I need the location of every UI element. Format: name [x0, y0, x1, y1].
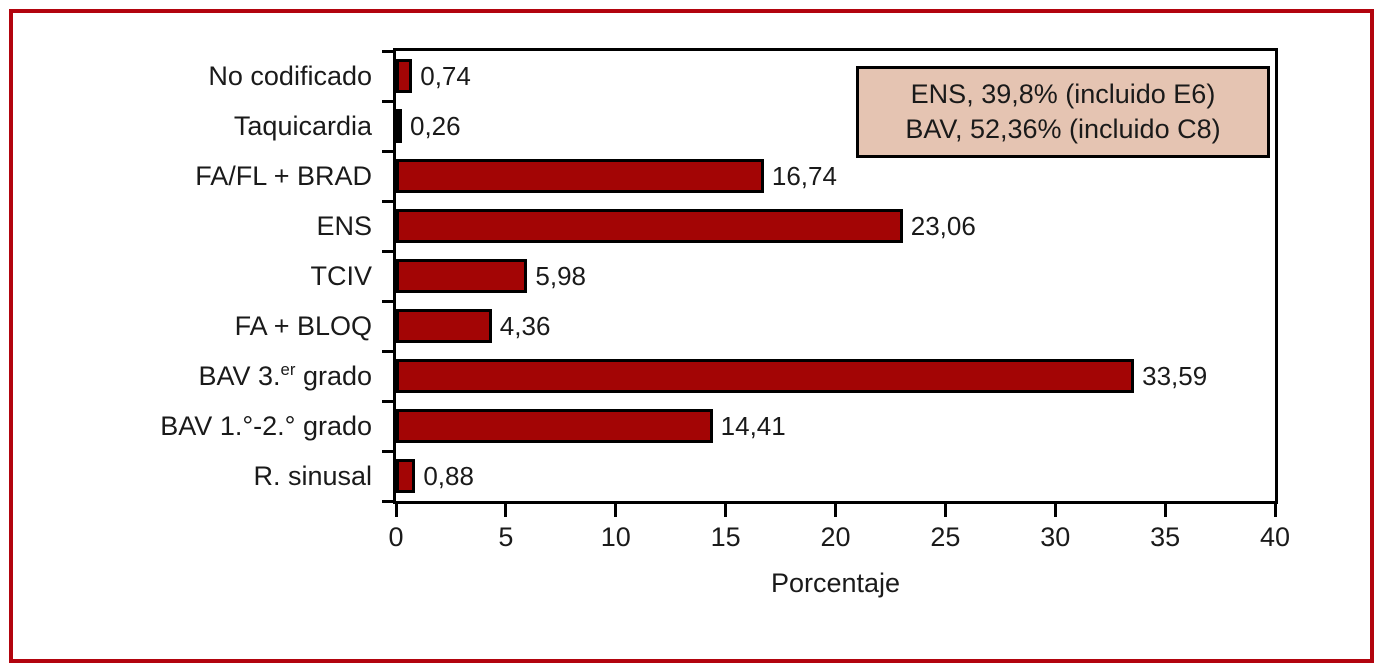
category-label: BAV 3.er grado	[198, 360, 373, 391]
x-tick	[394, 504, 398, 517]
annotation-line-ens: ENS, 39,8% (incluido E6)	[910, 79, 1216, 109]
bar-value-label: 33,59	[1142, 361, 1208, 391]
x-axis-title: Porcentaje	[770, 568, 901, 598]
x-tick	[724, 504, 728, 517]
bar	[396, 309, 492, 343]
x-tick	[943, 504, 947, 517]
bar	[396, 159, 764, 193]
x-tick-label: 5	[498, 522, 514, 552]
category-label: R. sinusal	[253, 461, 372, 491]
annotation-box: ENS, 39,8% (incluido E6) BAV, 52,36% (in…	[856, 66, 1270, 158]
category-label: ENS	[316, 211, 372, 241]
annotation-line-bav: BAV, 52,36% (incluido C8)	[905, 114, 1221, 144]
ordinal-superscript: er	[280, 360, 296, 379]
bar-value-label: 0,88	[423, 461, 474, 491]
x-tick-label: 0	[388, 522, 404, 552]
y-tick	[382, 349, 396, 353]
x-tick-label: 30	[1040, 522, 1071, 552]
x-tick	[1273, 504, 1277, 517]
bar-value-label: 0,74	[420, 61, 471, 91]
bar-value-label: 5,98	[535, 261, 587, 291]
bar-value-label: 14,41	[720, 411, 786, 441]
x-tick	[1053, 504, 1057, 517]
category-label: No codificado	[208, 61, 372, 91]
x-tick	[834, 504, 837, 517]
x-tick-label: 40	[1259, 522, 1291, 552]
bar	[396, 359, 1135, 393]
y-tick	[382, 299, 396, 303]
y-tick	[382, 449, 396, 453]
x-tick	[1163, 504, 1167, 517]
x-tick-label: 35	[1150, 522, 1181, 552]
x-tick-label: 20	[820, 522, 851, 552]
y-tick	[382, 99, 396, 103]
y-tick	[382, 249, 396, 253]
bar-value-label: 0,26	[410, 111, 461, 141]
x-tick-label: 25	[930, 522, 961, 552]
bar	[396, 209, 903, 243]
bar	[396, 59, 413, 93]
y-tick	[382, 399, 396, 403]
bar	[396, 109, 402, 143]
bar-value-label: 16,74	[771, 161, 837, 191]
category-label: Taquicardia	[233, 111, 372, 141]
x-tick-label: 15	[710, 522, 741, 552]
x-tick	[504, 504, 508, 517]
category-label: FA/FL + BRAD	[195, 161, 372, 191]
x-tick-label: 10	[600, 522, 631, 552]
x-tick	[614, 504, 618, 517]
bar	[396, 409, 713, 443]
bar	[396, 259, 528, 293]
y-tick	[382, 499, 396, 503]
category-label: TCIV	[310, 261, 372, 291]
bar	[396, 459, 416, 493]
y-tick	[382, 49, 396, 53]
y-tick	[382, 149, 396, 153]
category-label: FA + BLOQ	[234, 311, 372, 341]
bar-value-label: 23,06	[910, 211, 976, 241]
category-label: BAV 1.°-2.° grado	[160, 411, 372, 441]
y-tick	[382, 199, 396, 203]
bar-value-label: 4,36	[499, 311, 551, 341]
